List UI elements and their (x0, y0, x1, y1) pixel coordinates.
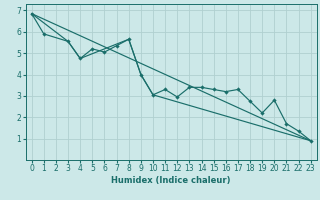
X-axis label: Humidex (Indice chaleur): Humidex (Indice chaleur) (111, 176, 231, 185)
